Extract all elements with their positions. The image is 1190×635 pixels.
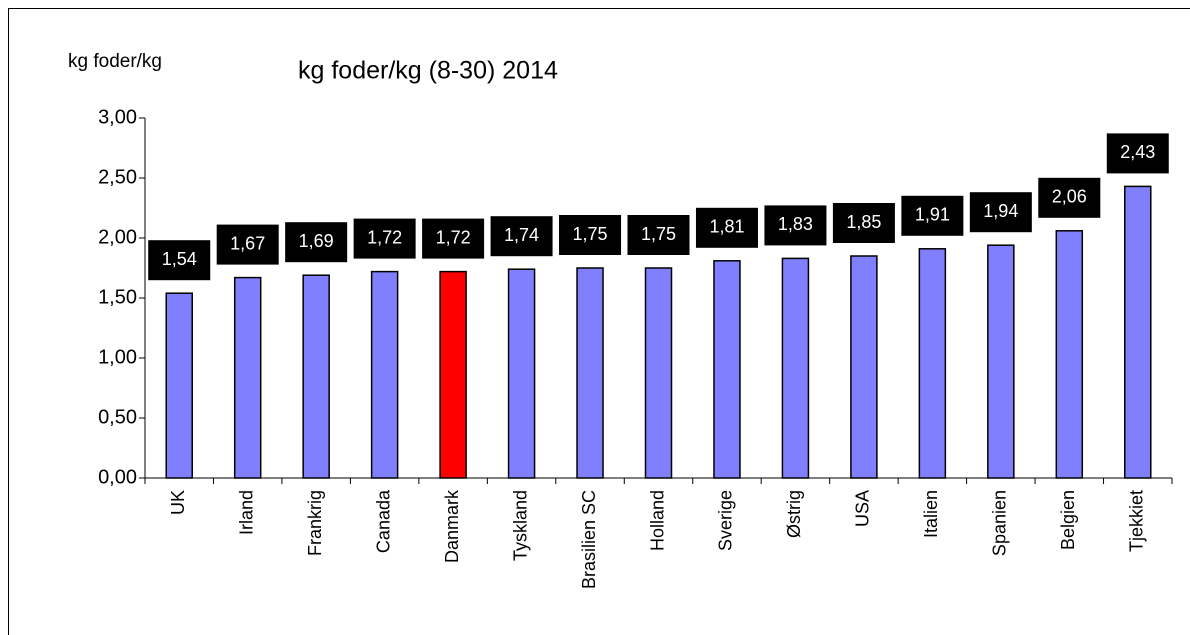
bar: [165, 292, 193, 479]
chart-title: kg foder/kg (8-30) 2014: [298, 57, 558, 85]
bar: [987, 244, 1015, 479]
bar: [644, 267, 673, 479]
data-label-box: [1106, 133, 1169, 174]
bar: [1055, 230, 1084, 479]
bar: [302, 274, 330, 479]
x-tick-label: Tjekkiet: [1127, 490, 1147, 552]
bar: [370, 270, 399, 479]
data-label-box: [695, 207, 758, 248]
data-label: 2,43: [1120, 142, 1155, 162]
x-tick-label: Italien: [921, 490, 941, 538]
data-label: 1,69: [299, 231, 334, 251]
data-label: 1,72: [367, 227, 402, 247]
bar: [576, 267, 604, 479]
y-tick-label: 0,00: [98, 466, 137, 488]
data-label-box: [764, 205, 827, 246]
y-tick-label: 2,00: [98, 226, 137, 248]
data-label: 1,75: [641, 224, 676, 244]
x-tick-label: Frankrig: [305, 490, 325, 556]
data-label: 1,74: [504, 225, 539, 245]
x-tick-label: Østrig: [784, 490, 804, 538]
x-tick-label: Irland: [236, 490, 256, 535]
data-label-box: [559, 215, 622, 255]
data-label: 1,94: [983, 201, 1018, 221]
bar: [713, 260, 741, 479]
x-tick-label: Tyskland: [510, 490, 530, 561]
x-tick-label: Brasilien SC: [579, 490, 599, 589]
data-label: 1,75: [573, 224, 608, 244]
data-label: 1,83: [778, 214, 813, 234]
x-tick-label: Spanien: [990, 490, 1010, 556]
data-label: 1,67: [230, 233, 265, 253]
y-axis-label: kg foder/kg: [68, 51, 162, 72]
bar: [781, 257, 810, 479]
x-tick-label: Belgien: [1058, 490, 1078, 550]
data-label-box: [216, 224, 279, 265]
bar: [1124, 185, 1152, 479]
data-label: 1,54: [162, 249, 197, 269]
x-tick-label: Danmark: [442, 489, 462, 563]
x-tick-label: Canada: [373, 489, 393, 553]
data-label-box: [148, 240, 211, 281]
x-tick-label: Holland: [647, 490, 667, 551]
data-label: 2,06: [1052, 187, 1087, 207]
x-tick-label: UK: [168, 490, 188, 515]
bar: [507, 268, 536, 479]
y-tick-label: 3,00: [98, 106, 137, 128]
data-label-box: [353, 218, 416, 259]
data-label: 1,85: [846, 212, 881, 232]
bar: [850, 255, 878, 479]
y-tick-label: 2,50: [98, 166, 137, 188]
data-label-box: [901, 195, 964, 236]
data-label-box: [285, 222, 348, 263]
data-label: 1,72: [436, 227, 471, 247]
y-tick-label: 1,00: [98, 346, 137, 368]
x-tick-label: Sverige: [716, 490, 736, 551]
data-label-box: [1038, 177, 1101, 218]
bar: [233, 276, 262, 479]
data-label-box: [627, 215, 690, 255]
y-tick-label: 0,50: [98, 406, 137, 428]
data-label: 1,81: [709, 217, 744, 237]
bar: [439, 270, 467, 479]
data-label-box: [832, 203, 895, 243]
data-label: 1,91: [915, 205, 950, 225]
data-label-box: [969, 192, 1032, 233]
x-tick-label: USA: [853, 490, 873, 527]
data-label-box: [422, 218, 485, 259]
bar: [918, 248, 947, 479]
y-tick-label: 1,50: [98, 286, 137, 308]
data-label-box: [490, 216, 553, 257]
